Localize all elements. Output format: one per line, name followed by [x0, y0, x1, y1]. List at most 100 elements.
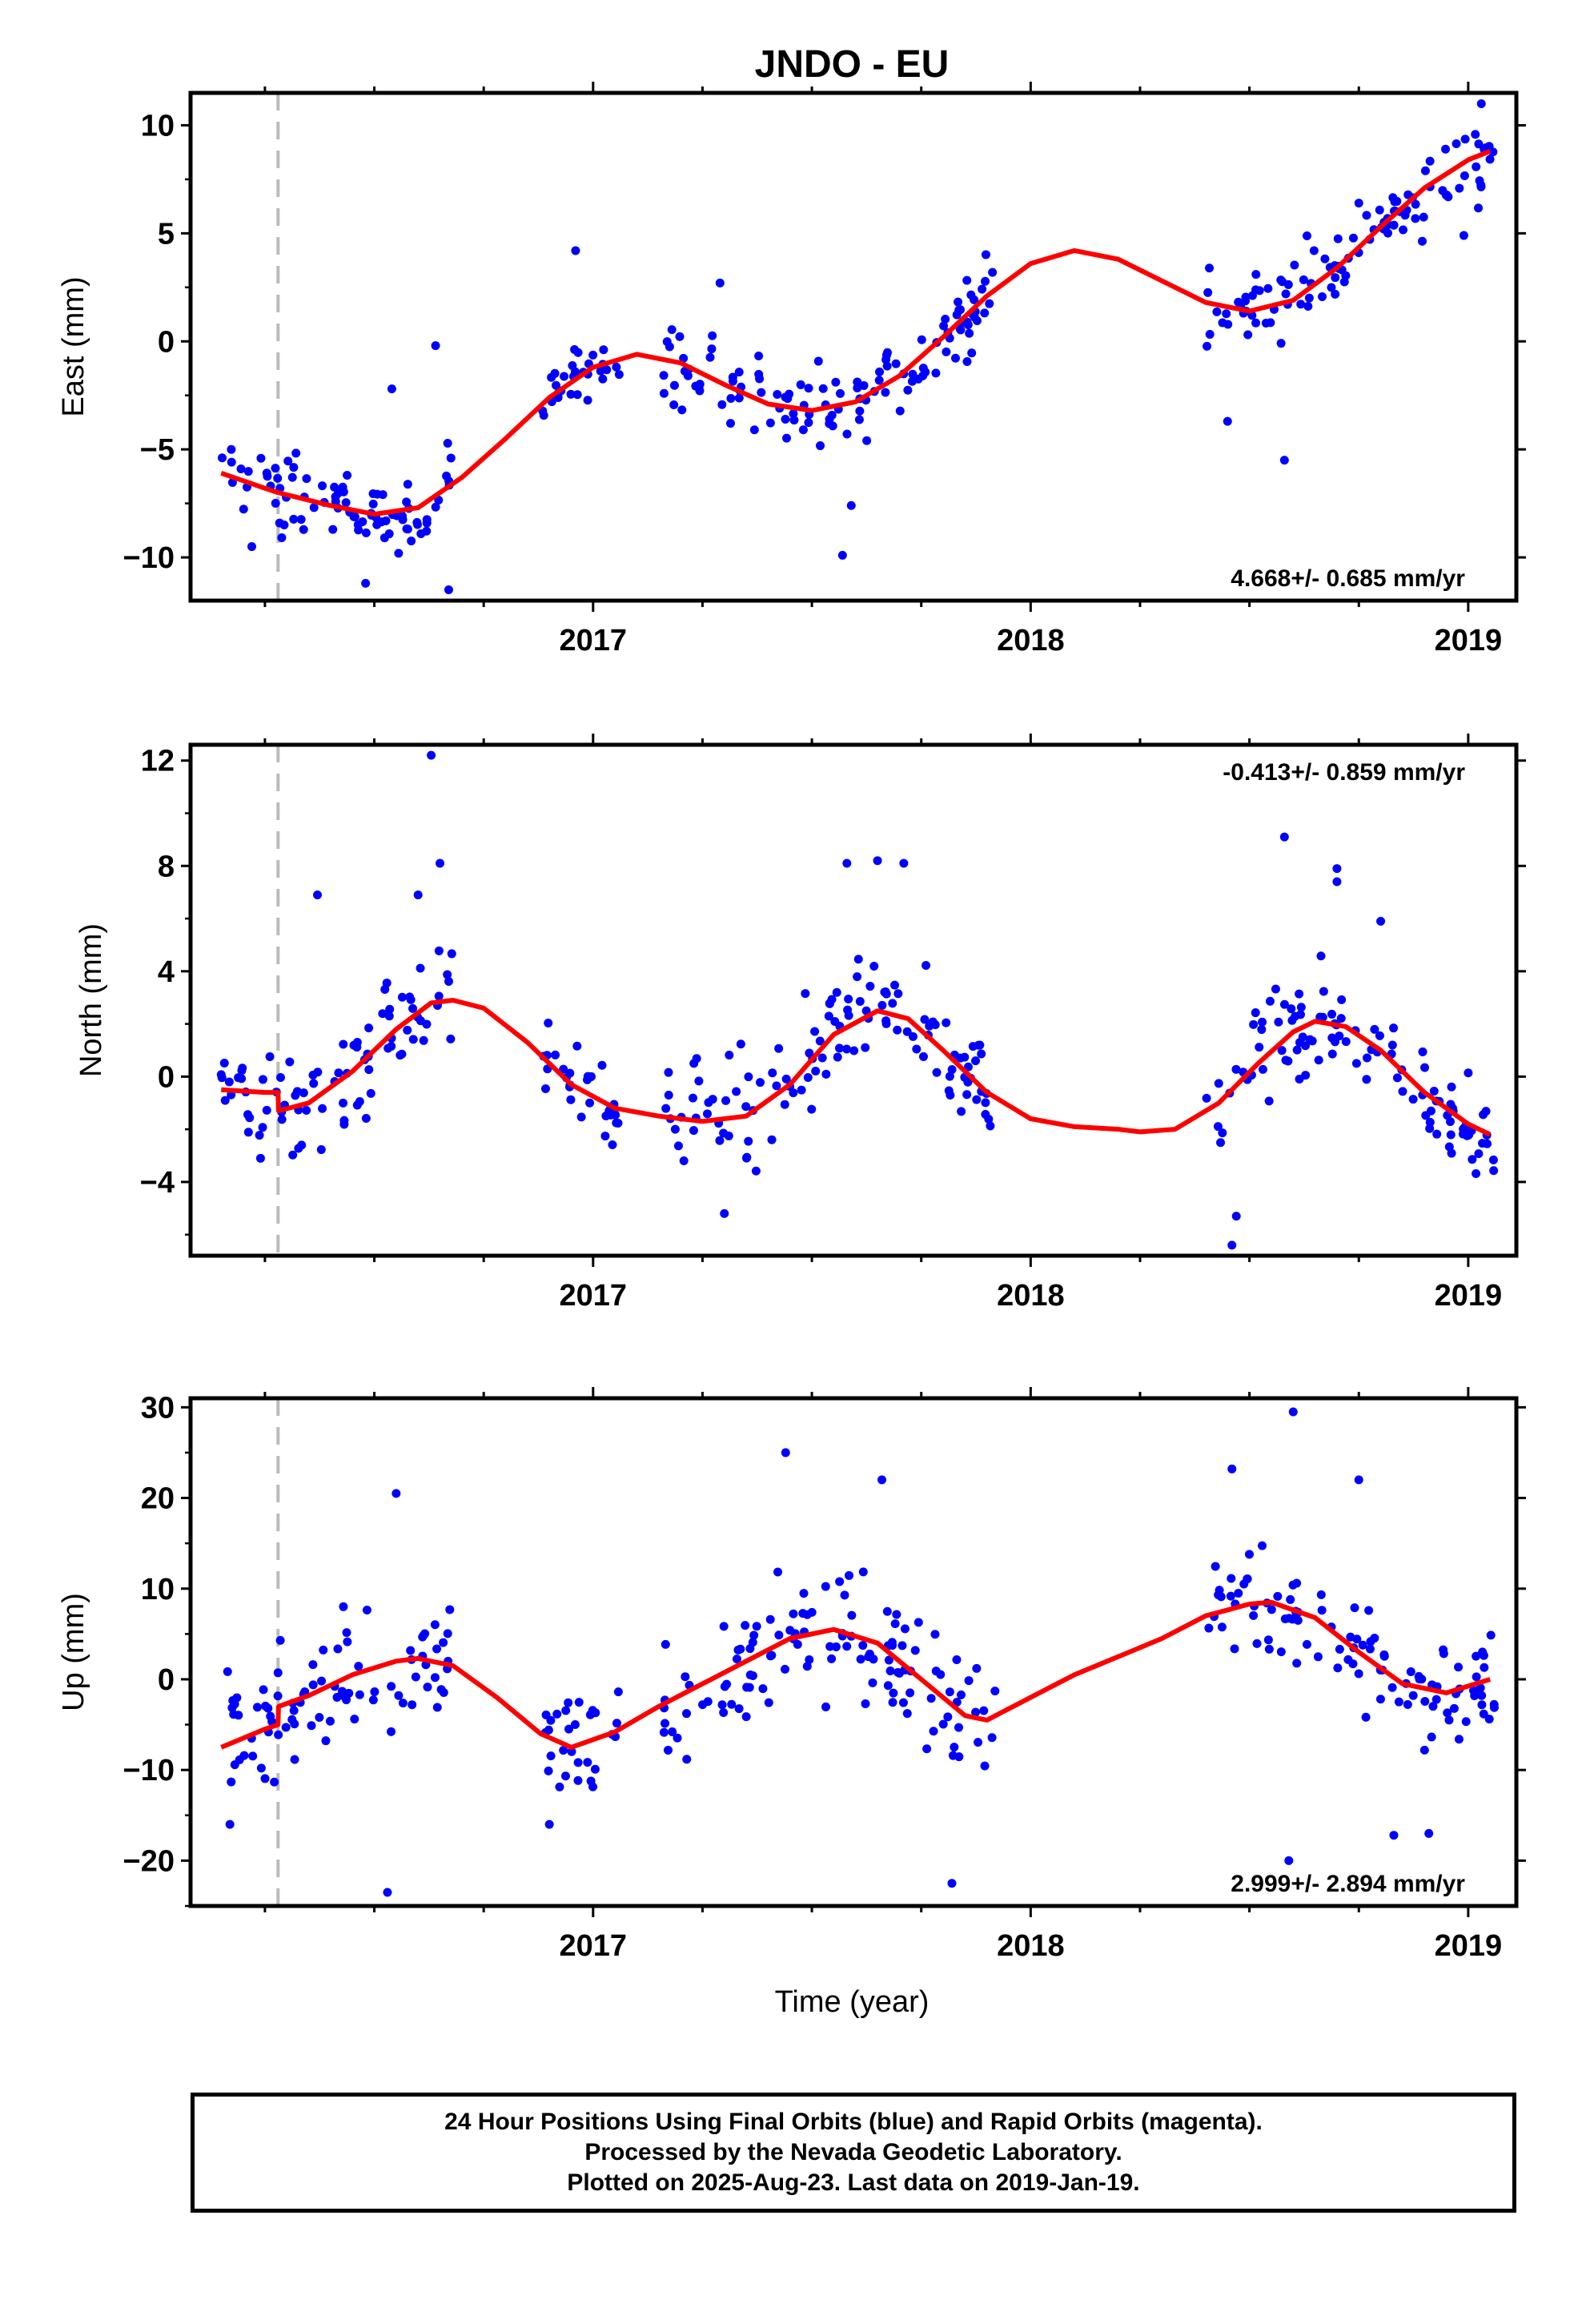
- data-point: [1350, 1603, 1359, 1613]
- data-point: [1217, 1622, 1227, 1632]
- data-point: [869, 962, 879, 971]
- plot-frame: [188, 90, 1519, 603]
- data-point: [255, 1131, 264, 1140]
- data-point: [1461, 1717, 1471, 1727]
- data-point: [835, 388, 845, 398]
- data-point: [920, 1015, 930, 1024]
- data-point: [908, 369, 917, 379]
- data-point: [570, 1719, 580, 1729]
- y-tick-label: 5: [158, 217, 175, 251]
- data-point: [394, 549, 404, 558]
- data-point: [931, 368, 941, 378]
- data-point: [865, 982, 875, 991]
- data-point: [1474, 203, 1484, 213]
- data-point: [855, 406, 865, 416]
- data-point: [754, 351, 764, 360]
- data-point: [1335, 1031, 1344, 1041]
- data-point: [962, 1090, 972, 1100]
- data-point: [1216, 1592, 1226, 1602]
- data-point: [661, 1104, 671, 1113]
- data-point: [941, 315, 950, 324]
- panel-1: −10 −5 0 5 10 2017 2018 2019 East (mm) 4.668+/- 0…: [57, 82, 1526, 657]
- data-point: [403, 480, 412, 489]
- data-point: [785, 1626, 795, 1635]
- data-point: [948, 1751, 958, 1760]
- data-point: [811, 1066, 821, 1076]
- data-point: [908, 1031, 917, 1041]
- data-point: [1213, 1122, 1223, 1132]
- data-point: [1212, 307, 1222, 316]
- data-point: [560, 372, 569, 381]
- data-point: [361, 1114, 371, 1124]
- data-point: [340, 1692, 350, 1702]
- data-point: [1479, 1651, 1488, 1660]
- data-point: [434, 991, 444, 1001]
- data-point: [443, 1629, 452, 1638]
- data-point: [416, 963, 425, 973]
- data-point: [1389, 1023, 1399, 1033]
- data-point: [966, 290, 976, 300]
- data-point: [406, 1646, 416, 1655]
- data-point: [1241, 292, 1251, 302]
- data-point: [1234, 1589, 1243, 1598]
- data-point: [1292, 1659, 1302, 1668]
- data-point: [1302, 231, 1311, 241]
- data-point: [328, 525, 338, 534]
- data-point: [1265, 996, 1275, 1006]
- data-point: [544, 1819, 554, 1829]
- data-point: [978, 284, 987, 294]
- data-point: [368, 499, 378, 509]
- data-point: [229, 1710, 239, 1719]
- data-point: [1249, 1610, 1259, 1620]
- data-point: [408, 1003, 418, 1013]
- data-point: [339, 1039, 348, 1049]
- data-point: [364, 1023, 374, 1033]
- data-point: [1202, 1093, 1211, 1103]
- data-point: [1296, 1003, 1306, 1012]
- data-point: [1302, 1639, 1311, 1649]
- data-point: [945, 1687, 954, 1697]
- data-point: [853, 972, 862, 982]
- data-point: [773, 389, 782, 399]
- data-point: [430, 1620, 440, 1630]
- data-point: [758, 1684, 768, 1694]
- data-point: [1216, 1138, 1226, 1148]
- data-point: [1432, 1129, 1442, 1139]
- data-point: [1231, 1212, 1241, 1221]
- data-point: [893, 989, 903, 999]
- data-point: [842, 1044, 852, 1054]
- data-point: [802, 1662, 812, 1671]
- data-point: [331, 497, 340, 506]
- data-point: [419, 1035, 428, 1045]
- data-point: [979, 1706, 989, 1715]
- data-point: [378, 1009, 387, 1019]
- y-tick-label: 20: [141, 1482, 175, 1516]
- data-point: [444, 585, 453, 595]
- data-point: [1431, 1695, 1441, 1704]
- data-point: [1227, 1240, 1237, 1250]
- data-point: [703, 1697, 713, 1707]
- data-point: [387, 1727, 396, 1736]
- data-point: [765, 1651, 775, 1661]
- data-point: [583, 1075, 592, 1084]
- data-point: [679, 353, 689, 363]
- data-point: [773, 1567, 783, 1577]
- data-point: [339, 1098, 348, 1108]
- data-point: [313, 1068, 323, 1077]
- data-point: [670, 1124, 680, 1134]
- data-point: [1327, 283, 1336, 292]
- data-point: [661, 1639, 670, 1649]
- data-point: [570, 367, 580, 376]
- data-point: [1231, 1064, 1241, 1074]
- data-point: [366, 1088, 375, 1098]
- data-point: [564, 1724, 574, 1734]
- data-point: [1218, 1128, 1227, 1138]
- data-point: [831, 377, 841, 387]
- data-point: [691, 381, 701, 391]
- data-point: [1319, 987, 1328, 996]
- data-point: [864, 1652, 873, 1662]
- data-point: [309, 1079, 319, 1088]
- data-point: [1214, 1079, 1223, 1088]
- data-point: [825, 999, 834, 1008]
- data-point: [608, 1140, 617, 1149]
